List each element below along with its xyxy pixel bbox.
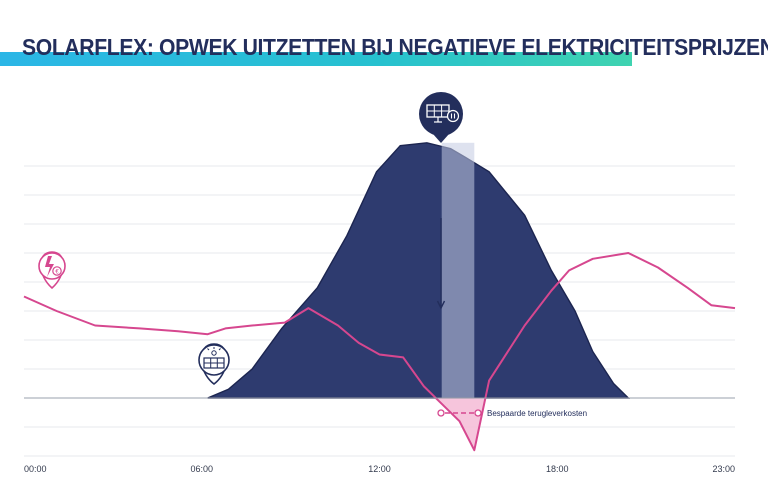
title-underline-bar — [0, 52, 632, 66]
generation-area-layer — [207, 142, 631, 399]
legend-marker-end — [474, 409, 482, 417]
price-line-layer — [23, 252, 736, 452]
svg-text:€: € — [55, 269, 59, 275]
curtailment-band — [441, 142, 475, 398]
x-axis-ticks: 00:00 06:00 12:00 18:00 23:00 — [24, 464, 735, 474]
x-tick-label: 00:00 — [24, 464, 47, 474]
legend-marker-start — [437, 409, 445, 417]
chart-title: SOLARFLEX: OPWEK UITZETTEN BIJ NEGATIEVE… — [22, 34, 768, 60]
saved-cost-area-layer — [435, 398, 486, 451]
legend-label-saved-costs: Bespaarde terugleverkosten — [487, 409, 587, 418]
x-tick-label: 23:00 — [712, 464, 735, 474]
x-tick-label: 12:00 — [368, 464, 391, 474]
saved-cost-area — [435, 398, 486, 451]
curtailment-band-layer — [441, 142, 475, 398]
solar-panel-icon — [198, 343, 230, 386]
electricity-price-icon: € — [38, 251, 66, 290]
down-arrow-icon — [436, 218, 446, 310]
price-line — [23, 252, 736, 452]
x-tick-label: 18:00 — [546, 464, 569, 474]
generation-area — [207, 142, 631, 399]
x-tick-label: 06:00 — [190, 464, 213, 474]
legend: Bespaarde terugleverkosten — [437, 409, 587, 418]
solar-panel-pause-icon — [419, 92, 463, 143]
